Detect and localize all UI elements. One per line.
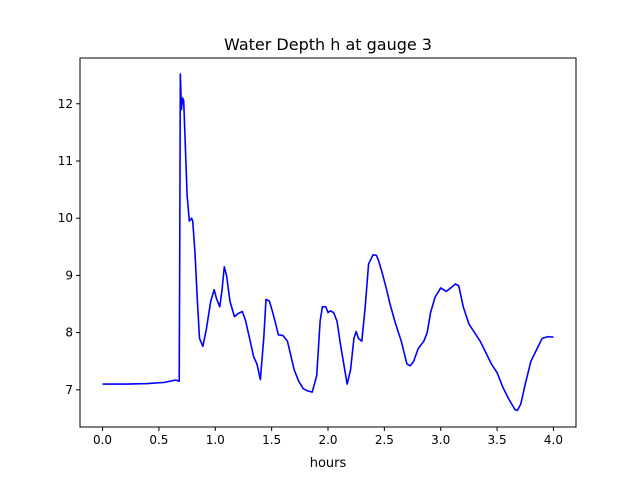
- plot-frame: [79, 57, 577, 428]
- x-axis-label: hours: [310, 456, 347, 471]
- x-tick-label: 1.0: [206, 433, 225, 447]
- y-tick-label: 10: [58, 211, 73, 225]
- x-axis: 0.0 0.5 1.0 1.5 2.0 2.5 3.0 3.5 4.0: [93, 427, 563, 447]
- x-tick-label: 2.0: [318, 433, 337, 447]
- y-tick-label: 8: [65, 326, 73, 340]
- chart-title: Water Depth h at gauge 3: [224, 35, 432, 54]
- plot-area: [102, 73, 554, 412]
- x-tick-label: 3.5: [488, 433, 507, 447]
- series-line-0: [102, 73, 554, 412]
- x-tick-label: 0.0: [93, 433, 112, 447]
- y-tick-label: 9: [65, 268, 73, 282]
- y-tick-label: 12: [58, 97, 73, 111]
- x-tick-label: 3.0: [431, 433, 450, 447]
- x-tick-label: 0.5: [149, 433, 168, 447]
- y-tick-label: 7: [65, 383, 73, 397]
- x-tick-label: 2.5: [375, 433, 394, 447]
- y-axis: 7 8 9 10 11 12: [58, 97, 80, 397]
- x-tick-label: 1.5: [262, 433, 281, 447]
- y-tick-label: 11: [58, 154, 73, 168]
- x-tick-label: 4.0: [544, 433, 563, 447]
